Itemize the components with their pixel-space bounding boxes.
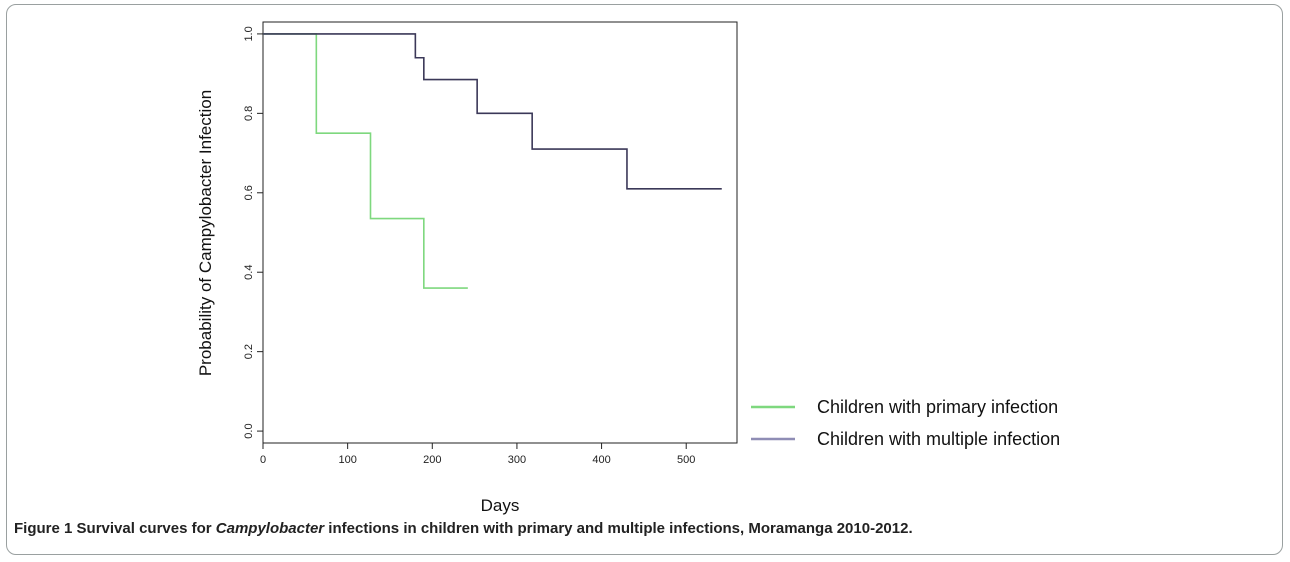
caption-before: Survival curves for xyxy=(76,520,216,537)
x-tick-label: 500 xyxy=(677,454,695,466)
x-tick-label: 0 xyxy=(260,454,266,466)
legend-label: Children with multiple infection xyxy=(817,429,1060,449)
y-tick-label: 1.0 xyxy=(243,26,255,41)
caption-text: Survival curves for Campylobacter infect… xyxy=(77,520,913,537)
x-tick-label: 400 xyxy=(592,454,610,466)
y-tick-label: 0.4 xyxy=(243,265,255,280)
figure-frame xyxy=(6,4,1283,555)
figure-caption: Figure 1 Survival curves for Campylobact… xyxy=(14,520,1276,537)
y-tick-label: 0.6 xyxy=(243,185,255,200)
x-tick-label: 300 xyxy=(508,454,526,466)
x-tick-label: 100 xyxy=(338,454,356,466)
survival-chart: Probability of Campylobacter Infection D… xyxy=(196,21,1060,515)
y-tick-label: 0.0 xyxy=(243,423,255,438)
y-tick-label: 0.2 xyxy=(243,344,255,359)
legend-label: Children with primary infection xyxy=(817,397,1058,417)
caption-after: infections in children with primary and … xyxy=(324,520,913,537)
plot-area-border xyxy=(262,21,738,444)
y-tick-label: 0.8 xyxy=(243,106,255,121)
x-tick-label: 200 xyxy=(423,454,441,466)
caption-italic: Campylobacter xyxy=(215,520,325,537)
survival-curve-multiple xyxy=(263,33,722,190)
survival-curve-primary xyxy=(263,33,468,289)
x-axis-label: Days xyxy=(481,496,520,515)
caption-label: Figure 1 xyxy=(14,520,73,537)
y-axis-label: Probability of Campylobacter Infection xyxy=(196,90,215,376)
